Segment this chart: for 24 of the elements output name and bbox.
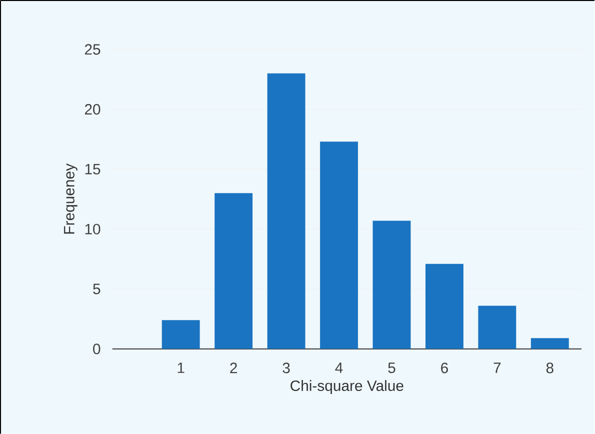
x-tick-label: 7: [494, 362, 501, 373]
bar: [425, 264, 464, 349]
bar: [478, 306, 516, 349]
y-tick-label: 15: [85, 164, 100, 174]
bar: [162, 320, 200, 349]
y-tick-label: 20: [84, 104, 100, 114]
y-tick-label: 0: [93, 344, 100, 354]
bar: [214, 193, 253, 349]
x-tick-label: 1: [178, 362, 184, 373]
y-tick-label: 10: [85, 224, 100, 234]
x-tick-label: 2: [230, 362, 237, 373]
bar: [320, 142, 358, 349]
x-tick-label: 8: [546, 362, 554, 374]
bar: [267, 73, 306, 349]
x-tick-label: 5: [388, 362, 396, 373]
x-tick-label: 4: [335, 362, 343, 373]
y-axis-title: Frequeney: [64, 163, 78, 234]
x-axis-title: Chi-square Value: [290, 380, 404, 394]
bar: [530, 338, 569, 349]
bar: [372, 220, 411, 349]
x-tick-label: 3: [282, 362, 290, 374]
y-tick-label: 5: [93, 284, 100, 294]
x-tick-label: 6: [441, 362, 448, 374]
y-tick-label: 25: [84, 44, 100, 55]
